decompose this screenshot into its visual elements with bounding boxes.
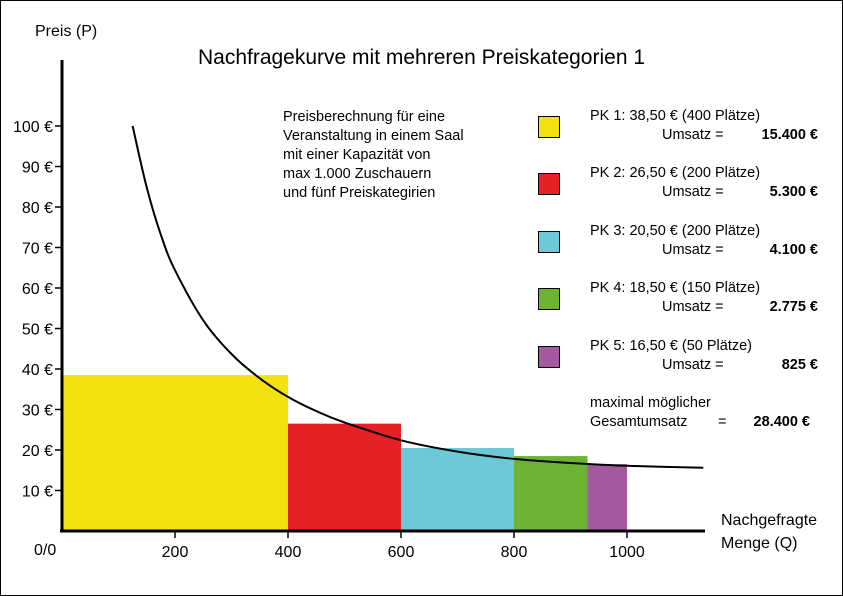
legend-label: PK 2: 26,50 € (200 Plätze) [590,165,761,181]
legend-label: PK 4: 18,50 € (150 Plätze) [590,280,761,296]
origin-label: 0/0 [34,542,57,559]
bar-pk3 [401,447,514,531]
revenue-label: Umsatz = [662,184,724,200]
y-tick-label: 80 € [22,200,53,217]
revenue-value: 825 € [781,357,818,373]
legend-item-pk5: PK 5: 16,50 € (50 Plätze) Umsatz = 825 € [538,338,828,378]
y-tick-label: 60 € [22,281,53,298]
demand-curve [131,125,704,469]
chart-title: Nachfragekurve mit mehreren Preiskategor… [197,46,646,69]
y-tick-label: 40 € [22,362,53,379]
total-value: 28.400 € [753,414,810,430]
revenue-label: Umsatz = [662,299,724,315]
y-tick-label: 50 € [22,322,53,339]
total-revenue: maximal möglicher Gesamtumsatz = 28.400 … [590,395,820,435]
annotation-line: mit einer Kapazität von [283,147,431,163]
x-tick-label: 400 [275,544,302,561]
legend-item-pk1: PK 1: 38,50 € (400 Plätze) Umsatz = 15.4… [538,108,828,148]
bar-pk5 [587,464,627,531]
legend-item-pk3: PK 3: 20,50 € (200 Plätze) Umsatz = 4.10… [538,223,828,263]
legend-label: PK 3: 20,50 € (200 Plätze) [590,223,761,239]
legend-label: PK 1: 38,50 € (400 Plätze) [590,108,761,124]
y-tick-label: 10 € [22,484,53,501]
bar-pk1 [62,375,288,531]
revenue-value: 2.775 € [769,299,818,315]
revenue-label: Umsatz = [662,127,724,143]
legend-swatch [538,231,560,253]
x-tick-label: 200 [162,544,189,561]
annotation-line: max 1.000 Zuschauern [283,166,432,182]
bar-pk2 [288,423,401,531]
bars-layer [62,375,627,531]
annotation-note: Preisberechnung für eine Veranstaltung i… [283,108,464,203]
y-axis-label: Preis (P) [35,23,98,40]
revenue-label: Umsatz = [662,357,724,373]
total-equals: = [718,414,727,430]
y-tick-label: 70 € [22,241,53,258]
y-tick-label: 30 € [22,403,53,420]
revenue-value: 4.100 € [769,242,818,258]
y-ticks: 10 € 20 € 30 € 40 € 50 € 60 € 70 € 80 € 90 € 100 … [13,119,62,501]
annotation-line: Preisberechnung für eine [283,109,446,125]
legend-swatch [538,288,560,310]
total-label-line1: maximal möglicher [590,395,711,411]
bar-pk4 [514,456,588,531]
annotation-line: und fünf Preiskategirien [283,185,436,201]
x-tick-label: 600 [388,544,415,561]
revenue-value: 5.300 € [769,184,818,200]
legend-item-pk2: PK 2: 26,50 € (200 Plätze) Umsatz = 5.30… [538,165,828,205]
revenue-value: 15.400 € [761,127,818,143]
legend-swatch [538,116,560,138]
x-ticks: 200 400 600 800 1000 [162,531,645,561]
x-axis-label-line2: Menge (Q) [721,535,798,552]
legend-swatch [538,346,560,368]
y-tick-label: 20 € [22,443,53,460]
legend-swatch [538,173,560,195]
x-tick-label: 1000 [609,544,645,561]
x-tick-label: 800 [501,544,528,561]
legend-item-pk4: PK 4: 18,50 € (150 Plätze) Umsatz = 2.77… [538,280,828,320]
annotation-line: Veranstaltung in einem Saal [283,128,464,144]
total-label-line2: Gesamtumsatz [590,414,688,430]
y-tick-label: 100 € [13,119,53,136]
y-tick-label: 90 € [22,160,53,177]
legend-label: PK 5: 16,50 € (50 Plätze) [590,338,753,354]
x-axis-label-line1: Nachgefragte [721,512,818,529]
revenue-label: Umsatz = [662,242,724,258]
